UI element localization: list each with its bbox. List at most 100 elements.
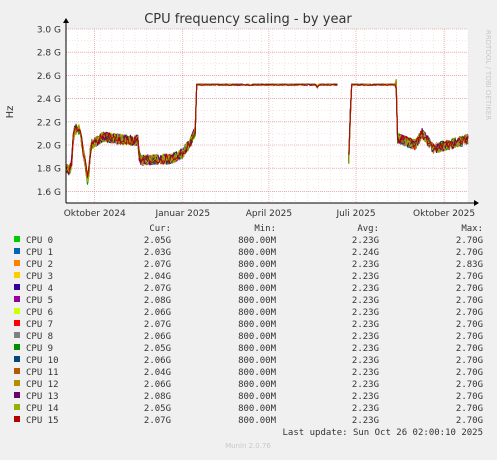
legend-row: CPU 12 2.06G 800.00M 2.23G 2.70G: [14, 380, 483, 390]
legend-series-name: CPU 9: [26, 344, 53, 354]
plot-background: [66, 29, 468, 203]
legend-value-cur: 2.07G: [144, 416, 171, 426]
legend-swatch: [14, 332, 20, 338]
legend-value-cur: 2.06G: [144, 308, 171, 318]
legend-row: CPU 15 2.07G 800.00M 2.23G 2.70G: [14, 416, 483, 426]
legend-header-min: Min:: [254, 224, 276, 234]
y-tick-label: 1.8 G: [37, 165, 61, 175]
legend-value-max: 2.70G: [456, 284, 483, 294]
legend-row: CPU 2 2.07G 800.00M 2.23G 2.83G: [14, 260, 483, 270]
legend-value-max: 2.70G: [456, 356, 483, 366]
x-tick-label: Oktober 2024: [64, 209, 126, 219]
legend-row: CPU 5 2.08G 800.00M 2.23G 2.70G: [14, 296, 483, 306]
legend-row: CPU 11 2.04G 800.00M 2.23G 2.70G: [14, 368, 483, 378]
legend-row: CPU 9 2.05G 800.00M 2.23G 2.70G: [14, 344, 483, 354]
legend-series-name: CPU 2: [26, 260, 53, 270]
plot-area: [63, 18, 479, 206]
legend-row: CPU 7 2.07G 800.00M 2.23G 2.70G: [14, 320, 483, 330]
legend-value-min: 800.00M: [238, 236, 277, 246]
legend-value-avg: 2.23G: [352, 320, 379, 330]
legend-series-name: CPU 6: [26, 308, 53, 318]
legend-value-max: 2.70G: [456, 404, 483, 414]
legend-row: CPU 4 2.07G 800.00M 2.23G 2.70G: [14, 284, 483, 294]
legend: Cur: Min: Avg: Max: CPU 0 2.05G 800.00M 2.2…: [14, 224, 483, 426]
legend-value-avg: 2.23G: [352, 236, 379, 246]
legend-series-name: CPU 13: [26, 392, 59, 402]
legend-series-name: CPU 5: [26, 296, 53, 306]
x-tick-label: Januar 2025: [154, 209, 210, 219]
legend-swatch: [14, 416, 20, 422]
legend-swatch: [14, 380, 20, 386]
legend-row: CPU 10 2.06G 800.00M 2.23G 2.70G: [14, 356, 483, 366]
legend-series-name: CPU 11: [26, 368, 59, 378]
legend-row: CPU 3 2.04G 800.00M 2.23G 2.70G: [14, 272, 483, 282]
last-update: Last update: Sun Oct 26 02:00:10 2025: [283, 428, 483, 438]
legend-series-name: CPU 3: [26, 272, 53, 282]
legend-swatch: [14, 260, 20, 266]
legend-value-avg: 2.23G: [352, 284, 379, 294]
legend-value-cur: 2.07G: [144, 260, 171, 270]
legend-series-name: CPU 7: [26, 320, 53, 330]
legend-header-cur: Cur:: [149, 224, 171, 234]
legend-value-max: 2.70G: [456, 392, 483, 402]
legend-value-avg: 2.23G: [352, 308, 379, 318]
legend-value-min: 800.00M: [238, 380, 277, 390]
legend-value-avg: 2.23G: [352, 332, 379, 342]
legend-swatch: [14, 308, 20, 314]
legend-swatch: [14, 320, 20, 326]
legend-value-min: 800.00M: [238, 368, 277, 378]
y-tick-label: 1.6 G: [37, 188, 61, 198]
legend-rows: CPU 0 2.05G 800.00M 2.23G 2.70G CPU 1 2.03G 800…: [14, 236, 483, 426]
legend-series-name: CPU 8: [26, 332, 53, 342]
legend-series-name: CPU 0: [26, 236, 53, 246]
legend-row: CPU 13 2.08G 800.00M 2.23G 2.70G: [14, 392, 483, 402]
legend-value-min: 800.00M: [238, 284, 277, 294]
legend-value-avg: 2.23G: [352, 344, 379, 354]
legend-value-cur: 2.06G: [144, 380, 171, 390]
legend-swatch: [14, 344, 20, 350]
legend-value-avg: 2.23G: [352, 392, 379, 402]
legend-value-min: 800.00M: [238, 272, 277, 282]
legend-value-cur: 2.05G: [144, 344, 171, 354]
munin-version: Munin 2.0.76: [225, 442, 271, 450]
legend-row: CPU 8 2.06G 800.00M 2.23G 2.70G: [14, 332, 483, 342]
x-tick-label: April 2025: [246, 209, 292, 219]
y-tick-labels: 1.6 G 1.8 G 2.0 G 2.2 G 2.4 G 2.6 G 2.8 G 3.0 G: [37, 26, 61, 198]
legend-swatch: [14, 272, 20, 278]
legend-value-cur: 2.06G: [144, 356, 171, 366]
legend-value-min: 800.00M: [238, 332, 277, 342]
legend-value-cur: 2.07G: [144, 320, 171, 330]
rrdtool-credit: RRDTOOL / TOBI OETIKER: [484, 30, 492, 120]
legend-series-name: CPU 12: [26, 380, 59, 390]
legend-series-name: CPU 4: [26, 284, 53, 294]
y-tick-label: 2.2 G: [37, 118, 61, 128]
legend-value-avg: 2.24G: [352, 248, 379, 258]
legend-value-max: 2.70G: [456, 344, 483, 354]
series-line-cpu-15: [65, 83, 469, 178]
legend-value-avg: 2.23G: [352, 272, 379, 282]
legend-header-avg: Avg:: [357, 224, 379, 234]
legend-value-cur: 2.05G: [144, 236, 171, 246]
legend-row: CPU 1 2.03G 800.00M 2.24G 2.70G: [14, 248, 483, 258]
legend-value-min: 800.00M: [238, 260, 277, 270]
legend-value-cur: 2.04G: [144, 368, 171, 378]
legend-value-avg: 2.23G: [352, 404, 379, 414]
legend-value-min: 800.00M: [238, 404, 277, 414]
legend-value-cur: 2.08G: [144, 392, 171, 402]
legend-header-max: Max:: [461, 224, 483, 234]
legend-value-max: 2.70G: [456, 308, 483, 318]
legend-value-cur: 2.03G: [144, 248, 171, 258]
legend-value-min: 800.00M: [238, 308, 277, 318]
legend-value-cur: 2.06G: [144, 332, 171, 342]
legend-value-min: 800.00M: [238, 392, 277, 402]
legend-series-name: CPU 14: [26, 404, 59, 414]
legend-value-min: 800.00M: [238, 320, 277, 330]
legend-swatch: [14, 404, 20, 410]
legend-value-min: 800.00M: [238, 344, 277, 354]
y-tick-label: 2.8 G: [37, 49, 61, 59]
legend-row: CPU 0 2.05G 800.00M 2.23G 2.70G: [14, 236, 483, 246]
legend-series-name: CPU 15: [26, 416, 59, 426]
legend-value-max: 2.70G: [456, 236, 483, 246]
legend-value-avg: 2.23G: [352, 368, 379, 378]
